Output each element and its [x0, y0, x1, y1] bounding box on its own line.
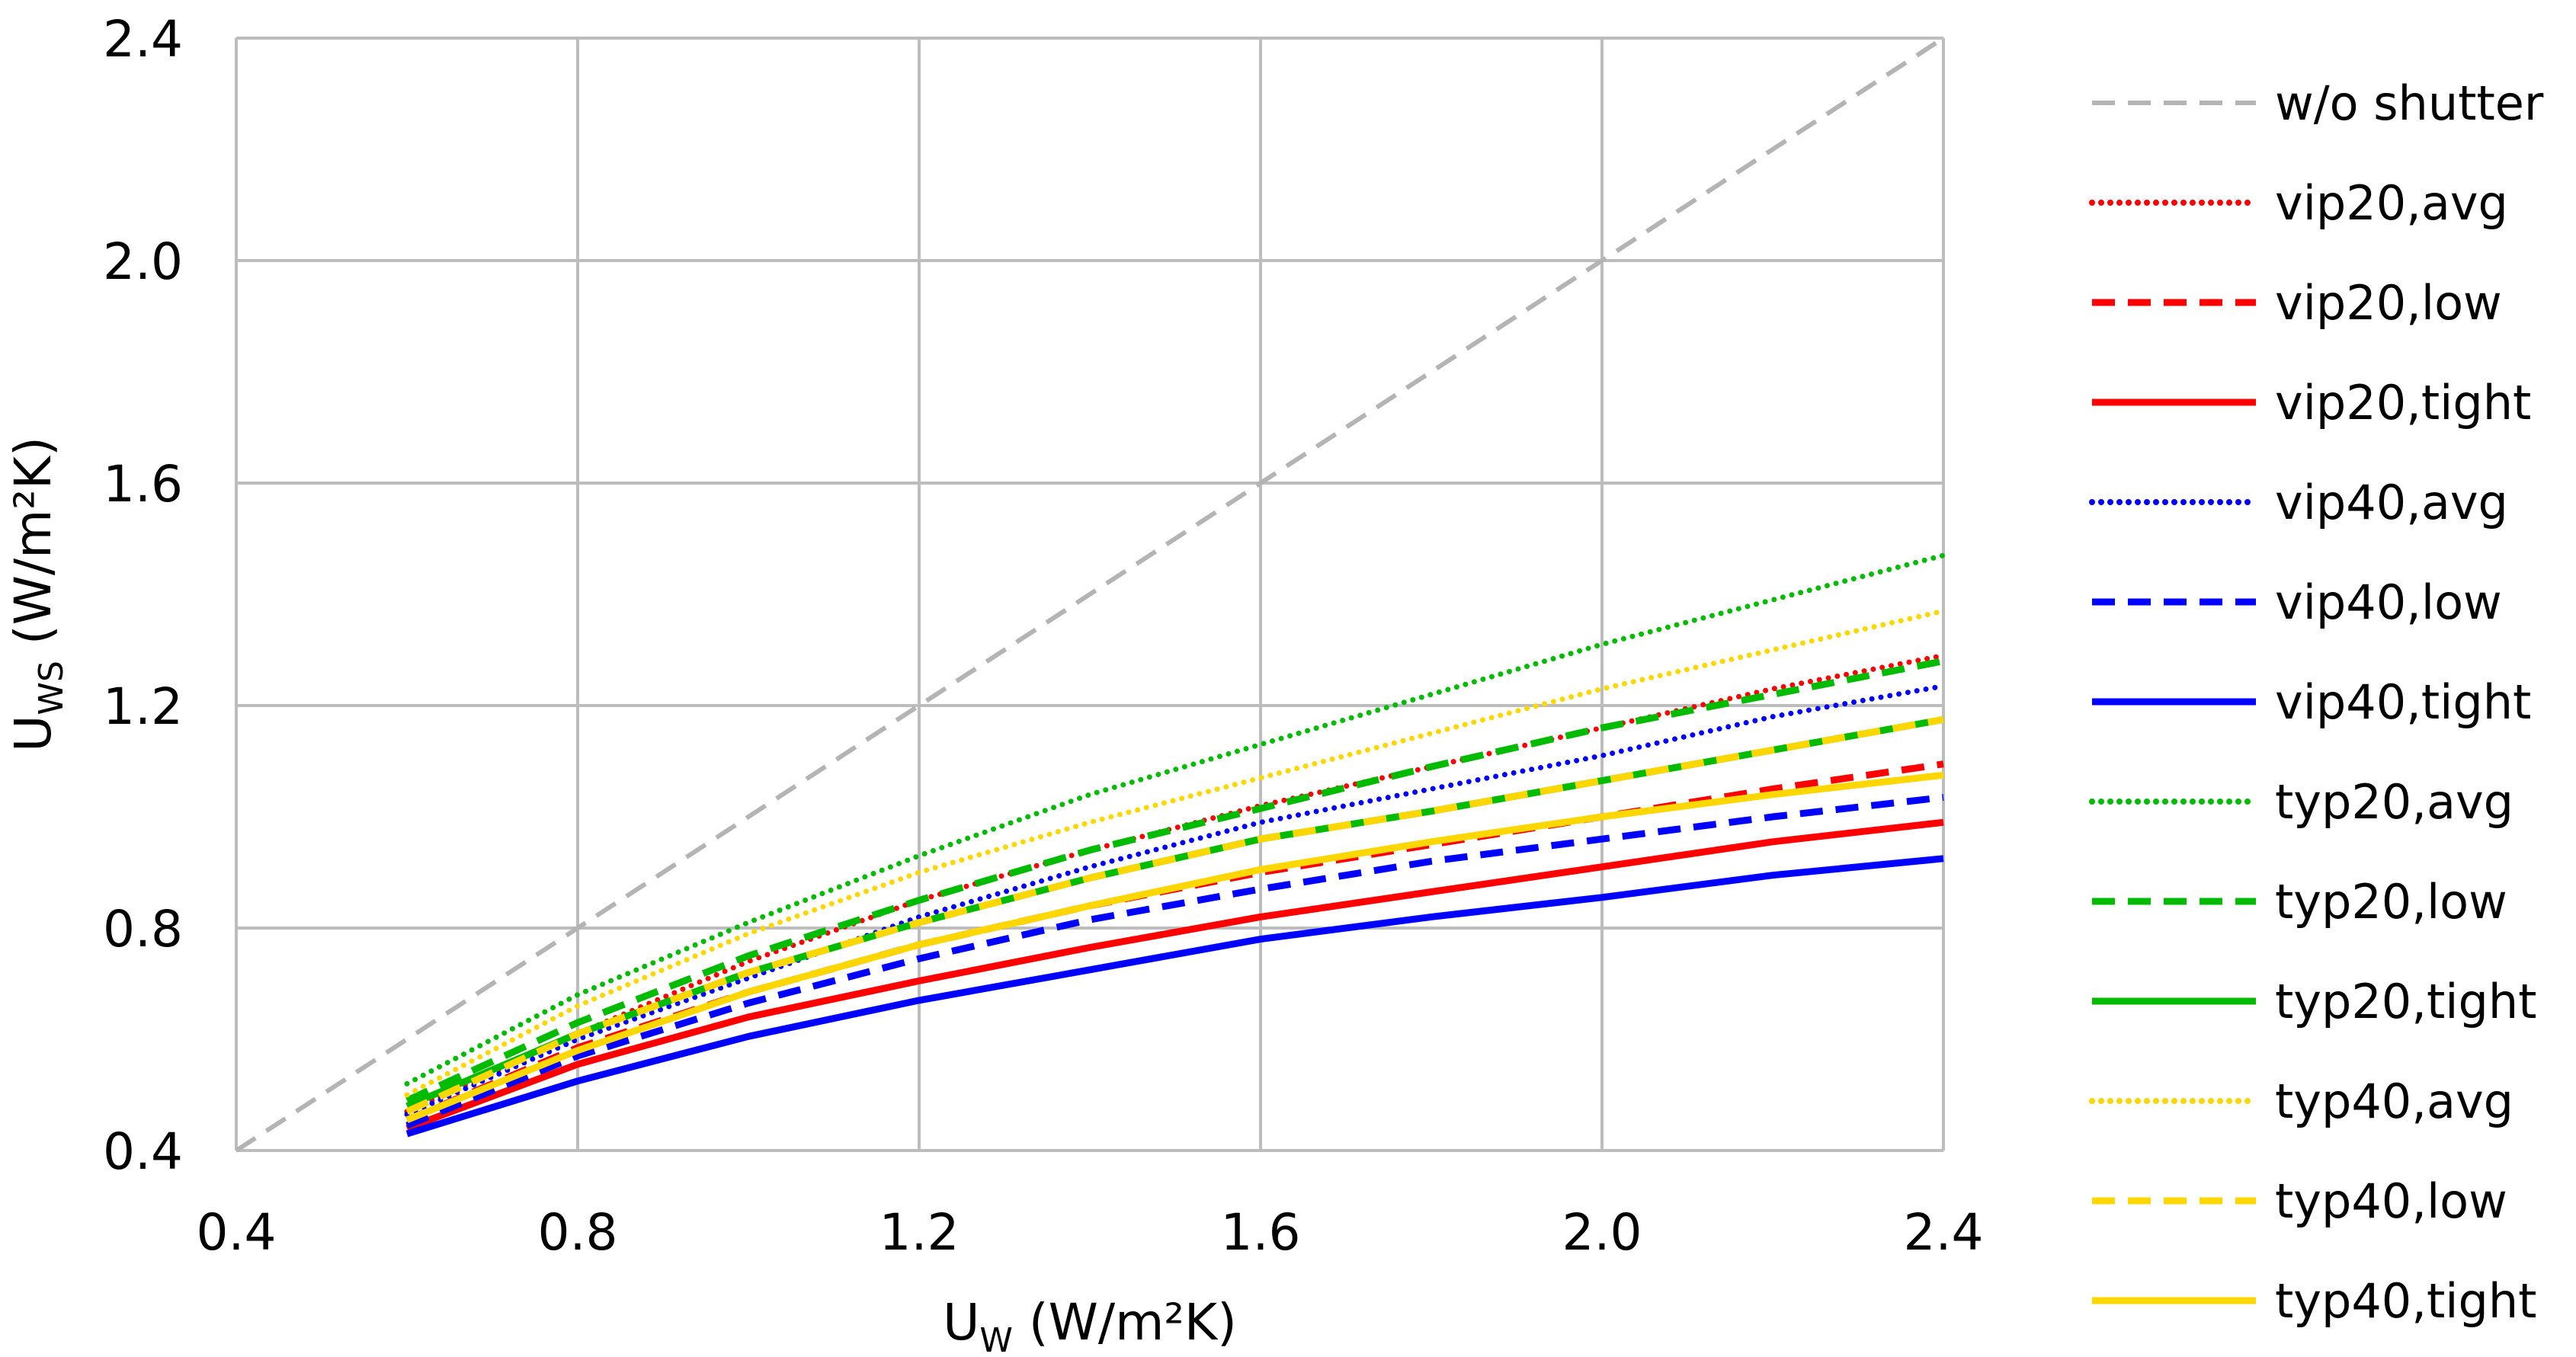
series-line-typ40-low — [405, 715, 1944, 1115]
legend-label-typ40-tight: typ40,tight — [2275, 1273, 2536, 1329]
series-lines — [235, 36, 1946, 1153]
x-tick-label: 2.0 — [1562, 1203, 1642, 1262]
x-tick-label: 2.4 — [1904, 1203, 1984, 1262]
legend-label-vip40-avg: vip40,avg — [2275, 475, 2508, 530]
y-tick-label: 1.6 — [103, 455, 183, 514]
legend-label-typ40-avg: typ40,avg — [2275, 1074, 2514, 1129]
legend-label-typ20-low: typ20,low — [2275, 874, 2507, 930]
legend-label-typ20-tight: typ20,tight — [2275, 974, 2536, 1029]
legend-label-typ40-low: typ40,low — [2275, 1173, 2507, 1229]
series-line-vip20-tight — [405, 818, 1944, 1132]
y-tick-label: 2.4 — [103, 10, 183, 69]
series-line-vip40-low — [405, 794, 1944, 1129]
y-tick-labels: 0.4 0.8 1.2 1.6 2.0 2.4 — [103, 10, 183, 1181]
x-tick-label: 0.4 — [197, 1203, 277, 1262]
gridlines — [235, 37, 1945, 1152]
x-tick-label: 1.2 — [879, 1203, 960, 1262]
x-tick-label: 0.8 — [538, 1203, 618, 1262]
legend-label-w-o-shutter: w/o shutter — [2275, 75, 2544, 131]
y-axis-label: UWS (W/m²K) — [4, 437, 71, 752]
x-tick-label: 1.6 — [1221, 1203, 1301, 1262]
y-tick-label: 0.4 — [103, 1122, 183, 1181]
series-line-typ20-avg — [404, 552, 1946, 1087]
series-line-typ20-low — [405, 658, 1944, 1104]
series-line-typ40-tight — [405, 771, 1944, 1123]
y-tick-label: 1.2 — [103, 677, 183, 736]
legend-label-vip20-tight: vip20,tight — [2275, 375, 2531, 430]
series-line-w-o-shutter — [235, 36, 1945, 1153]
legend-label-typ20-avg: typ20,avg — [2275, 774, 2514, 830]
y-tick-label: 0.8 — [103, 900, 183, 959]
legend: w/o shutter vip20,avg vip20,low vip20,tight… — [2089, 75, 2544, 1329]
legend-label-vip20-avg: vip20,avg — [2275, 175, 2508, 231]
series-line-typ40-avg — [404, 608, 1946, 1098]
y-tick-label: 2.0 — [103, 232, 183, 291]
series-line-vip40-avg — [404, 683, 1946, 1117]
x-axis-label: UW (W/m²K) — [943, 1293, 1237, 1357]
legend-label-vip20-low: vip20,low — [2275, 275, 2502, 331]
x-tick-labels: 0.4 0.8 1.2 1.6 2.0 2.4 — [197, 1203, 1984, 1262]
series-line-vip40-tight — [405, 855, 1944, 1138]
legend-label-vip40-tight: vip40,tight — [2275, 674, 2531, 730]
legend-label-vip40-low: vip40,low — [2275, 574, 2502, 630]
